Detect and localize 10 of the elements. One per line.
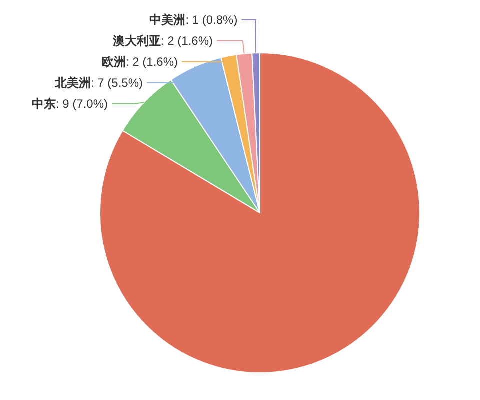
data-label: : 2 (1.6%) [126,55,178,70]
slice-label: 中东 [32,97,56,112]
data-label: : 2 (1.6%) [160,34,213,48]
slice-label: 中美洲 [150,13,186,28]
slice-label: 澳大利亚 [112,34,161,48]
slice-label: 北美洲 [54,76,91,90]
data-label: : 9 (7.0%) [56,97,108,112]
data-label: : 7 (5.5%) [90,76,143,90]
data-label: : 1 (0.8%) [186,13,238,28]
slice-label: 欧洲 [102,55,126,70]
